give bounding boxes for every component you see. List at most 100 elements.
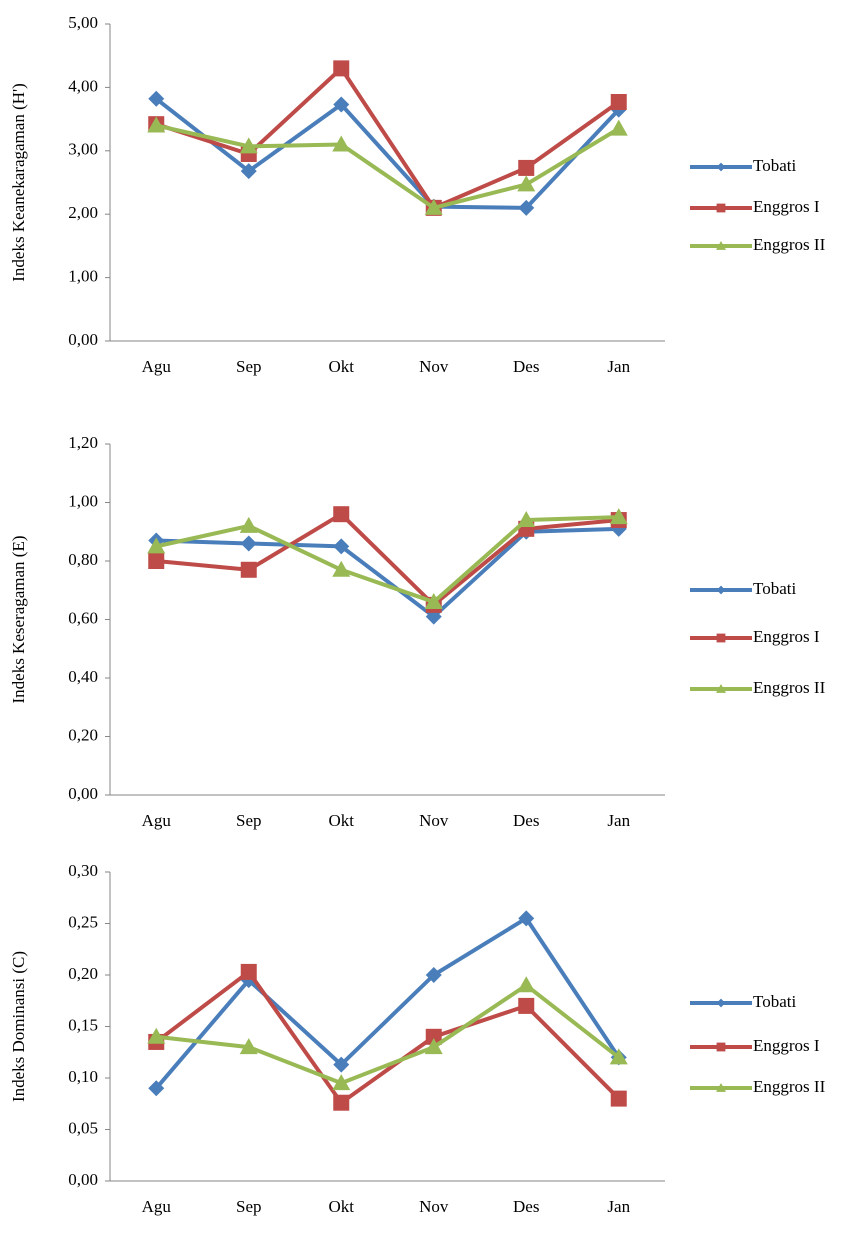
data-point xyxy=(147,116,166,133)
y-tick-label: 2,00 xyxy=(68,203,98,222)
data-point xyxy=(240,163,257,180)
y-tick-label: 0,00 xyxy=(68,784,98,803)
data-point xyxy=(425,1028,442,1045)
y-tick-label: 0,40 xyxy=(68,667,98,686)
data-point xyxy=(333,1056,350,1073)
data-point xyxy=(148,90,165,107)
data-point xyxy=(239,516,258,533)
legend-marker xyxy=(716,998,726,1008)
x-tick-label: Agu xyxy=(142,811,172,830)
data-point xyxy=(610,93,627,110)
data-point xyxy=(333,538,350,555)
x-tick-label: Sep xyxy=(236,811,262,830)
data-point xyxy=(609,1048,628,1065)
x-tick-label: Nov xyxy=(419,357,449,376)
data-point xyxy=(239,137,258,154)
y-tick-label: 0,00 xyxy=(68,1170,98,1189)
legend-label: Tobati xyxy=(753,579,796,598)
series-line xyxy=(156,983,620,1086)
y-tick-label: 0,10 xyxy=(68,1067,98,1086)
data-point xyxy=(333,60,350,77)
x-tick-label: Okt xyxy=(329,811,355,830)
data-point xyxy=(609,119,628,136)
data-point xyxy=(147,537,166,554)
legend-marker xyxy=(716,684,726,693)
data-point xyxy=(240,963,257,980)
data-point xyxy=(332,1074,351,1091)
data-point xyxy=(240,535,257,552)
x-tick-label: Nov xyxy=(419,811,449,830)
series-line xyxy=(156,526,619,619)
series-line xyxy=(155,515,619,604)
x-tick-label: Okt xyxy=(329,357,355,376)
x-tick-label: Agu xyxy=(142,357,172,376)
data-point xyxy=(424,592,443,609)
x-tick-label: Sep xyxy=(236,357,262,376)
y-axis-label: Indeks Keseragaman (E) xyxy=(9,535,28,703)
y-tick-label: 1,00 xyxy=(68,267,98,286)
x-tick-label: Jan xyxy=(607,811,630,830)
x-tick-label: Jan xyxy=(607,1197,630,1216)
series-line xyxy=(155,123,620,210)
y-tick-label: 3,00 xyxy=(68,140,98,159)
y-tick-label: 0,20 xyxy=(68,725,98,744)
series-line xyxy=(155,969,621,1105)
data-point xyxy=(518,159,535,176)
data-point xyxy=(424,198,443,215)
data-point xyxy=(332,560,351,577)
y-tick-label: 0,25 xyxy=(68,912,98,931)
data-point xyxy=(424,1038,443,1055)
data-point xyxy=(332,135,351,152)
legend-label: Tobati xyxy=(753,992,796,1011)
y-tick-label: 0,15 xyxy=(68,1015,98,1034)
series-line xyxy=(155,66,620,210)
data-point xyxy=(333,1094,350,1111)
x-tick-label: Sep xyxy=(236,1197,262,1216)
data-point xyxy=(517,175,536,192)
data-point xyxy=(609,508,628,525)
legend-marker xyxy=(716,1083,726,1092)
legend-marker xyxy=(716,585,726,595)
y-tick-label: 0,60 xyxy=(68,608,98,627)
data-point xyxy=(425,967,442,983)
data-point xyxy=(148,553,165,569)
data-point xyxy=(239,1038,258,1055)
legend-label: Enggros II xyxy=(753,235,826,254)
y-tick-label: 0,80 xyxy=(68,550,98,569)
y-tick-label: 5,00 xyxy=(68,13,98,32)
legend-label: Tobati xyxy=(753,156,796,175)
y-tick-label: 0,05 xyxy=(68,1118,98,1137)
data-point xyxy=(333,96,350,113)
legend-marker xyxy=(716,162,726,172)
y-tick-label: 4,00 xyxy=(68,76,98,95)
series-line xyxy=(156,512,619,607)
y-tick-label: 1,00 xyxy=(68,491,98,510)
y-tick-label: 1,20 xyxy=(68,433,98,452)
legend-label: Enggros II xyxy=(753,1077,826,1096)
data-point xyxy=(148,1080,165,1097)
data-point xyxy=(517,511,536,528)
series-line xyxy=(155,97,621,210)
data-point xyxy=(333,506,350,523)
y-tick-label: 0,30 xyxy=(68,861,98,880)
y-axis-label: Indeks Dominansi (C) xyxy=(9,951,28,1102)
data-point xyxy=(517,976,536,993)
data-point xyxy=(610,1090,627,1107)
data-point xyxy=(518,199,535,216)
x-tick-label: Des xyxy=(513,357,539,376)
data-point xyxy=(518,997,535,1014)
y-tick-label: 0,00 xyxy=(68,330,98,349)
legend-marker xyxy=(716,203,726,213)
data-point xyxy=(240,561,257,578)
x-tick-label: Agu xyxy=(142,1197,172,1216)
legend-label: Enggros II xyxy=(753,678,826,697)
y-tick-label: 0,20 xyxy=(68,964,98,983)
x-tick-label: Jan xyxy=(607,357,630,376)
x-tick-label: Nov xyxy=(419,1197,449,1216)
legend-marker xyxy=(716,633,726,643)
legend-marker xyxy=(716,1042,726,1052)
x-tick-label: Okt xyxy=(329,1197,355,1216)
legend-label: Enggros I xyxy=(753,197,820,216)
data-point xyxy=(147,1027,166,1044)
